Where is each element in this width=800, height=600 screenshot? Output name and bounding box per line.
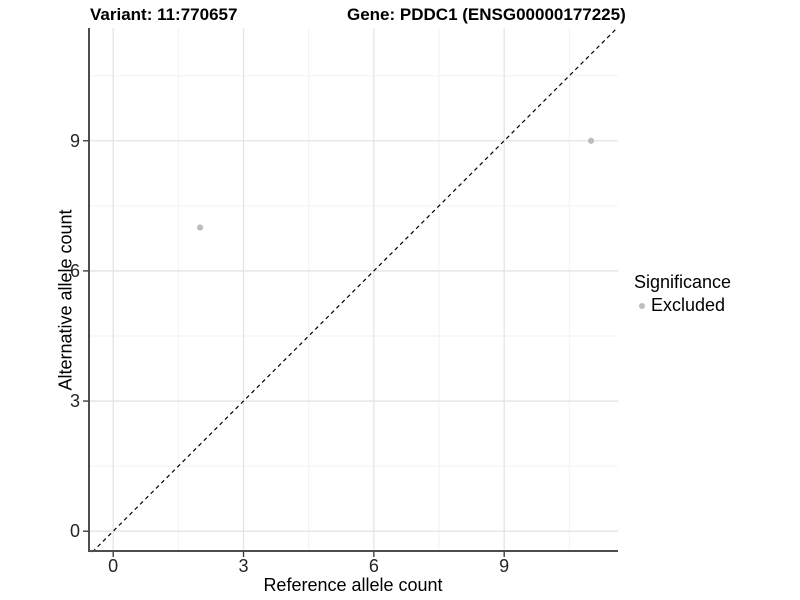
- plot-panel: [83, 27, 618, 557]
- legend-key-dot-icon: [639, 302, 645, 309]
- legend-entry-label: Excluded: [651, 295, 726, 315]
- legend: Significance Excluded: [634, 272, 731, 316]
- gene-title: Gene: PDDC1 (ENSG00000177225): [347, 5, 626, 24]
- y-tick-label: 9: [69, 130, 80, 151]
- variant-title: Variant: 11:770657: [90, 5, 238, 24]
- y-axis-title: Alternative allele count: [55, 209, 76, 391]
- data-point: [196, 224, 204, 231]
- y-tick-label: 6: [69, 260, 80, 281]
- identity-reference-line: [91, 27, 618, 553]
- y-tick-label: 3: [69, 391, 80, 412]
- plot-canvas: [83, 27, 618, 557]
- x-axis-title: Reference allele count: [263, 575, 443, 595]
- x-tick-label: 3: [238, 556, 249, 576]
- x-tick-label: 9: [499, 556, 510, 576]
- x-tick-label: 0: [108, 556, 119, 576]
- legend-entry: Excluded: [634, 295, 731, 316]
- data-point: [587, 137, 595, 144]
- x-tick-label: 6: [368, 556, 379, 576]
- y-tick-label: 0: [69, 521, 80, 542]
- legend-title: Significance: [634, 272, 732, 292]
- legend-items: Excluded: [634, 295, 731, 316]
